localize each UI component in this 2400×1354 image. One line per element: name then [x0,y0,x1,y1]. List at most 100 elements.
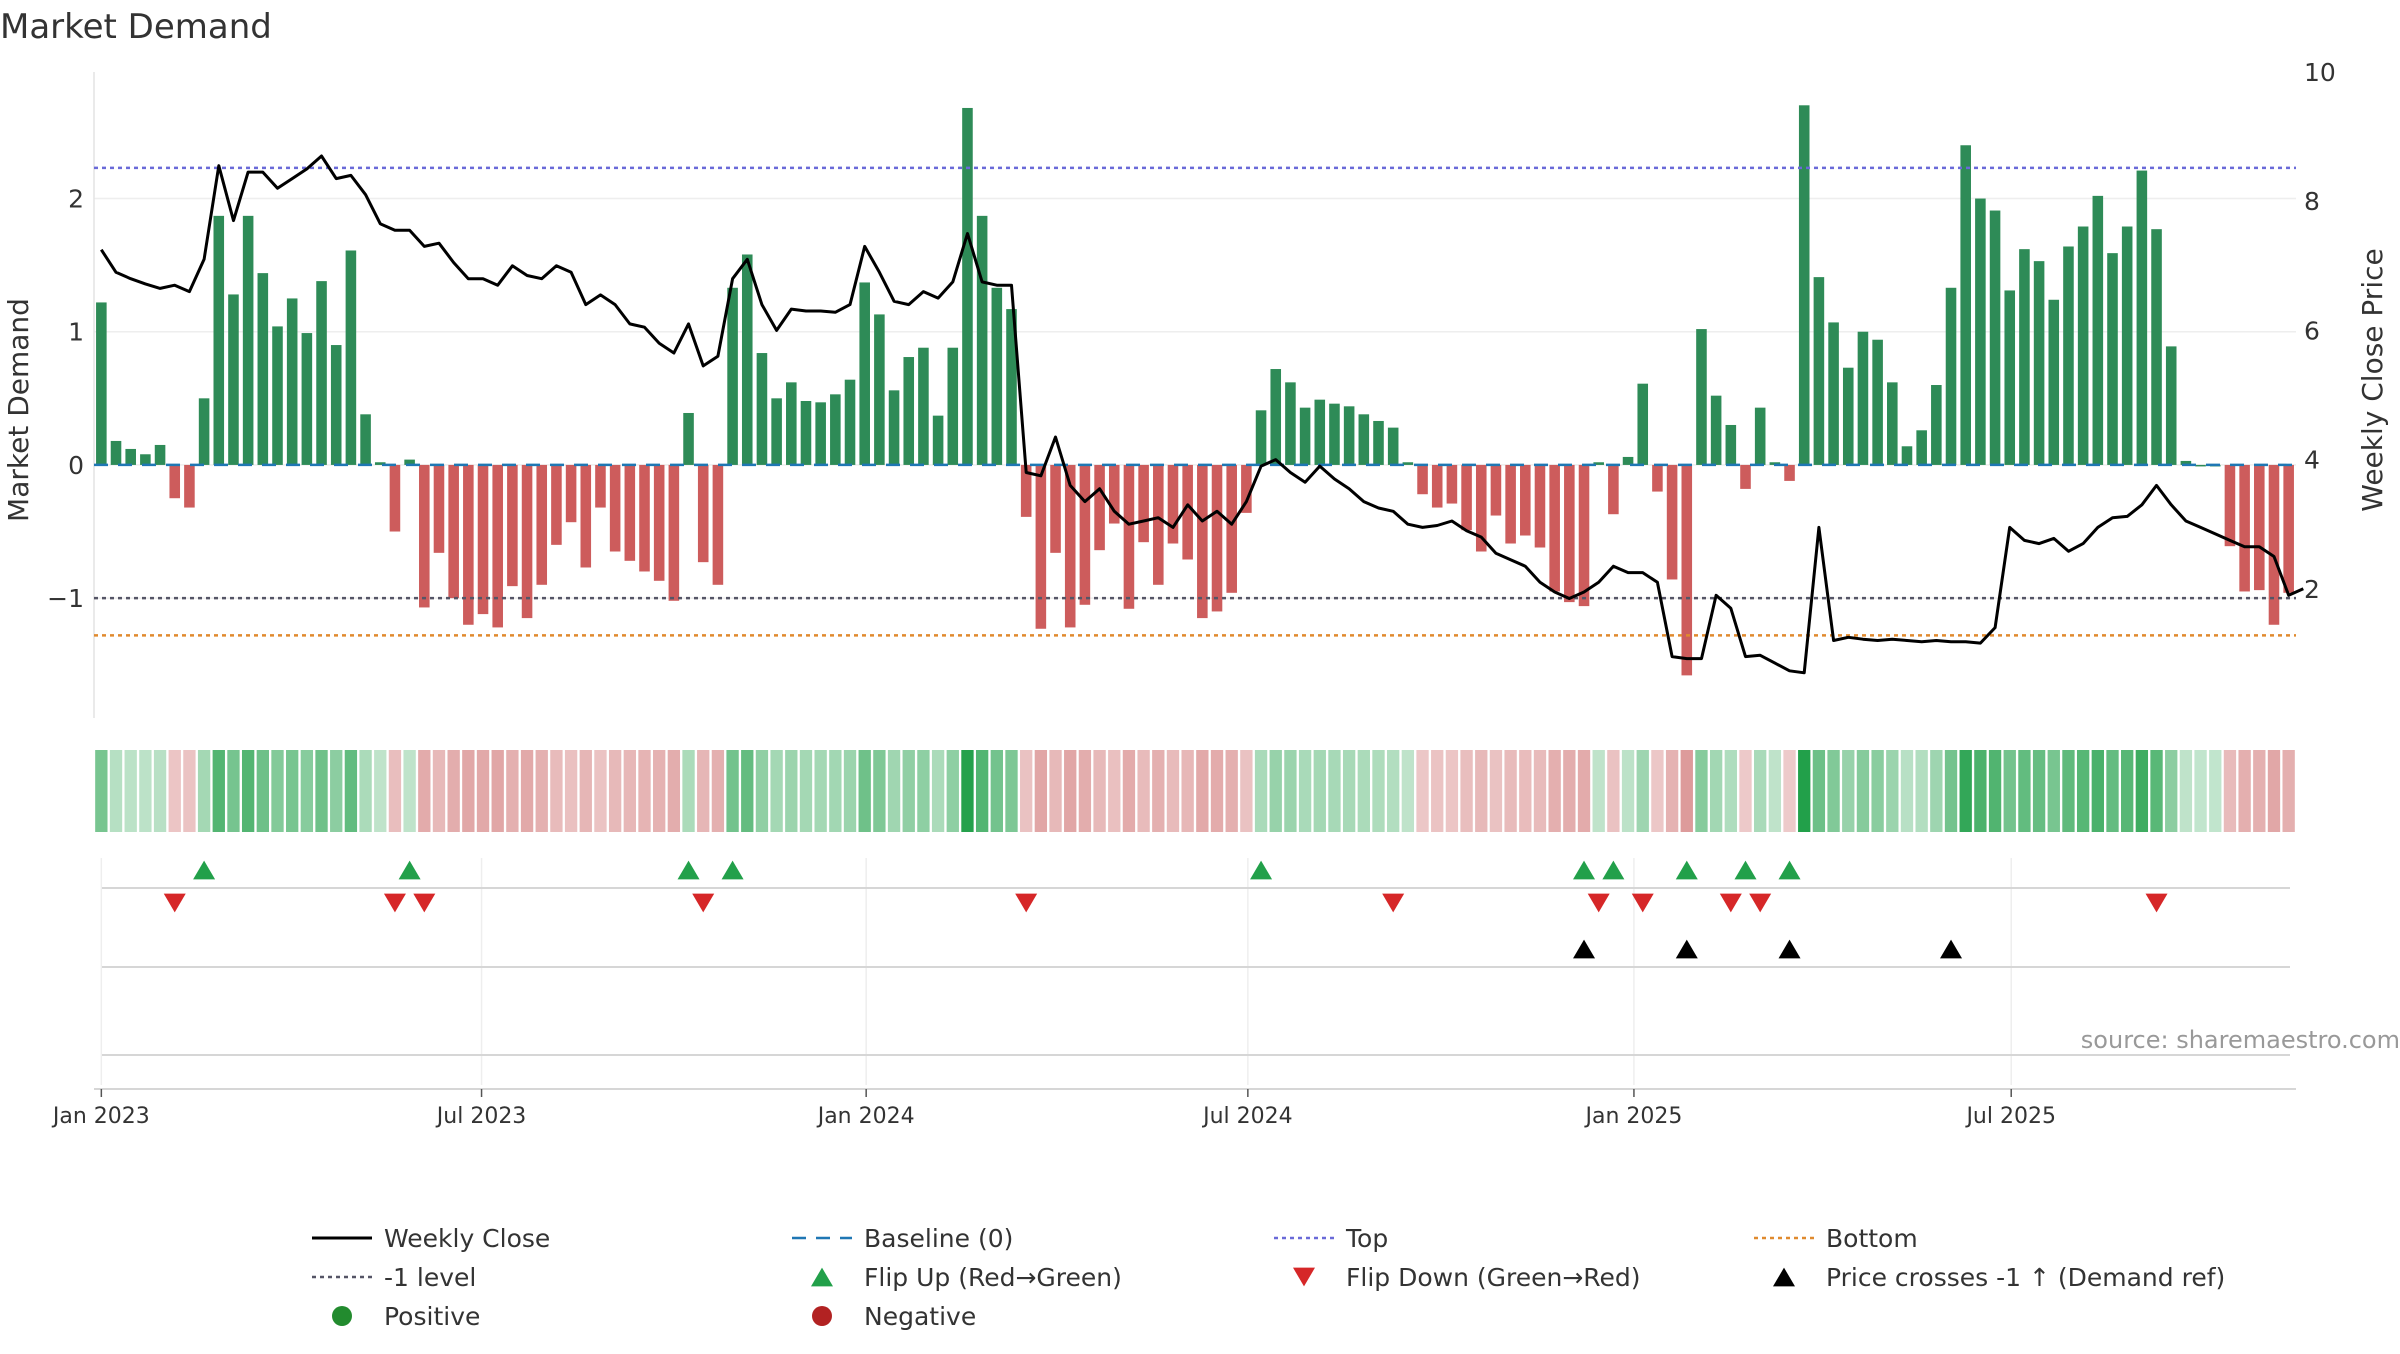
demand-bar [1813,277,1825,465]
demand-bar [727,287,738,465]
demand-bar [536,464,548,585]
legend-item-flip-down: Flip Down (Green→Red) [1293,1263,1641,1292]
demand-bar [565,464,577,523]
demand-bar [2136,170,2148,465]
demand-strip-cell [506,750,519,832]
demand-bar [492,464,503,628]
demand-bar [1050,464,1061,553]
demand-strip-cell [388,750,402,832]
demand-bar [374,462,386,465]
demand-bar [976,215,988,465]
demand-bar [1373,420,1384,465]
legend-swatch [811,1267,833,1287]
demand-strip-cell [315,750,328,832]
demand-bar [2048,299,2060,465]
demand-strip-cell [2253,750,2266,832]
demand-bar [2107,253,2118,465]
demand-bar [962,107,973,465]
demand-bar [1182,464,1193,560]
demand-bar [169,464,181,499]
demand-bar [1343,406,1355,465]
flip-down-marker [413,893,436,913]
demand-strip-cell [2165,750,2178,832]
demand-strip-cell [197,750,211,832]
demand-strip-cell [418,750,431,832]
demand-bar [1431,464,1443,508]
flip-down-marker [1749,893,1772,913]
demand-strip-cell [1768,750,1782,832]
demand-bar [330,345,342,465]
demand-bar [1769,462,1781,465]
demand-strip-cell [1078,750,1092,832]
demand-strip-cell [1754,750,1767,832]
demand-strip-cell [1137,750,1150,832]
demand-strip-cell [1166,750,1180,832]
legend-label: Flip Up (Red→Green) [864,1263,1122,1292]
demand-strip-cell [814,750,827,832]
demand-bar [1329,403,1340,465]
demand-bar [389,464,401,532]
demand-strip-cell [726,750,739,832]
demand-bar [154,444,166,465]
flip-up-marker [677,860,700,880]
demand-bar [1167,464,1179,544]
demand-bar [96,302,107,465]
flip-down-marker [692,893,715,913]
demand-strip-cell [1387,750,1400,832]
demand-bar [756,353,768,465]
legend-label: Bottom [1826,1224,1918,1253]
demand-strip-cell [1974,750,1987,832]
demand-bar [1226,464,1237,593]
demand-bar [2239,464,2250,592]
demand-strip-cell [1842,750,1855,832]
flip-up-marker [721,860,744,880]
legend-swatch [1293,1267,1315,1287]
demand-bar [1578,464,1590,607]
demand-strip-cell [1152,750,1165,832]
demand-bar [2033,261,2045,465]
demand-bar [1064,464,1076,628]
source-label: source: sharemaestro.com [2081,1026,2400,1054]
demand-strip-cell [344,750,358,832]
legend-item-weekly-close: Weekly Close [312,1224,550,1253]
demand-bar [1608,464,1619,515]
demand-bar [1505,464,1516,544]
flip-up-marker [1250,860,1273,880]
demand-bar [1020,464,1032,517]
demand-bar [2283,464,2294,593]
demand-strip-cell [2209,750,2222,832]
demand-strip-cell [961,750,974,832]
y-right-tick-label: 8 [2304,187,2320,216]
demand-bar [1901,446,1913,465]
legend-label: -1 level [384,1263,476,1292]
y-axis-left-label: Market Demand [2,298,35,522]
demand-bar [1079,464,1091,605]
flip-down-marker [2145,893,2168,913]
legend-label: Price crosses -1 ↑ (Demand ref) [1826,1263,2225,1292]
demand-bar [2195,464,2206,467]
demand-strip-cell [1269,750,1282,832]
chart-layer: −1 0 1 2 2 4 6 8 10 Jan 2023 Jul 2023 Jan 2024 Jul 2… [47,58,2336,1331]
demand-bar [653,464,665,581]
demand-bar [1681,464,1693,676]
demand-strip-cell [2282,750,2295,832]
demand-strip-cell [535,750,548,832]
demand-bar [2019,249,2030,465]
y-right-tick-label: 2 [2304,575,2320,604]
demand-strip-cell [2003,750,2016,832]
demand-strip-cell [638,750,651,832]
x-tick-label: Jan 2025 [1583,1104,1682,1129]
flip-up-marker [398,860,421,880]
demand-bar [1798,105,1810,465]
legend-label: Positive [384,1302,480,1331]
demand-bar [991,287,1003,465]
demand-strip-cell [2194,750,2207,832]
demand-strip-cell [1724,750,1737,832]
demand-bar [463,464,474,625]
demand-bar [1931,385,1942,465]
demand-strip-cell [1504,750,1517,832]
demand-bar [580,464,592,568]
demand-bar [2077,226,2089,465]
demand-strip-cell [1005,750,1018,832]
y-axis-right-label: Weekly Close Price [2356,248,2389,511]
